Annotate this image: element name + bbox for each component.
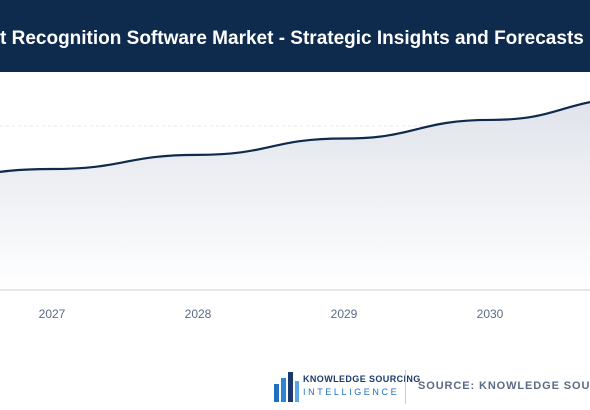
- chart-area: 2027 2028 2029 2030: [0, 72, 590, 332]
- footer: KNOWLEDGE SOURCING INTELLIGENCE SOURCE: …: [0, 360, 590, 410]
- x-tick-label: 2027: [39, 307, 66, 321]
- x-tick-label: 2028: [185, 307, 212, 321]
- area-chart: 2027 2028 2029 2030: [0, 101, 590, 321]
- x-tick-labels: 2027 2028 2029 2030: [39, 307, 504, 321]
- x-tick-label: 2029: [331, 307, 358, 321]
- logo-text-primary: KNOWLEDGE SOURCING: [303, 374, 421, 384]
- knowledge-sourcing-logo-icon: [274, 372, 299, 402]
- footer-divider: [405, 370, 406, 404]
- area-fill: [0, 102, 590, 290]
- chart-title-bar: t Recognition Software Market - Strategi…: [0, 0, 590, 72]
- source-label: SOURCE: KNOWLEDGE SOURC: [418, 380, 590, 392]
- logo-text-secondary: INTELLIGENCE: [303, 387, 400, 397]
- series-line: [0, 101, 590, 173]
- x-tick-label: 2030: [477, 307, 504, 321]
- chart-title: t Recognition Software Market - Strategi…: [0, 28, 590, 49]
